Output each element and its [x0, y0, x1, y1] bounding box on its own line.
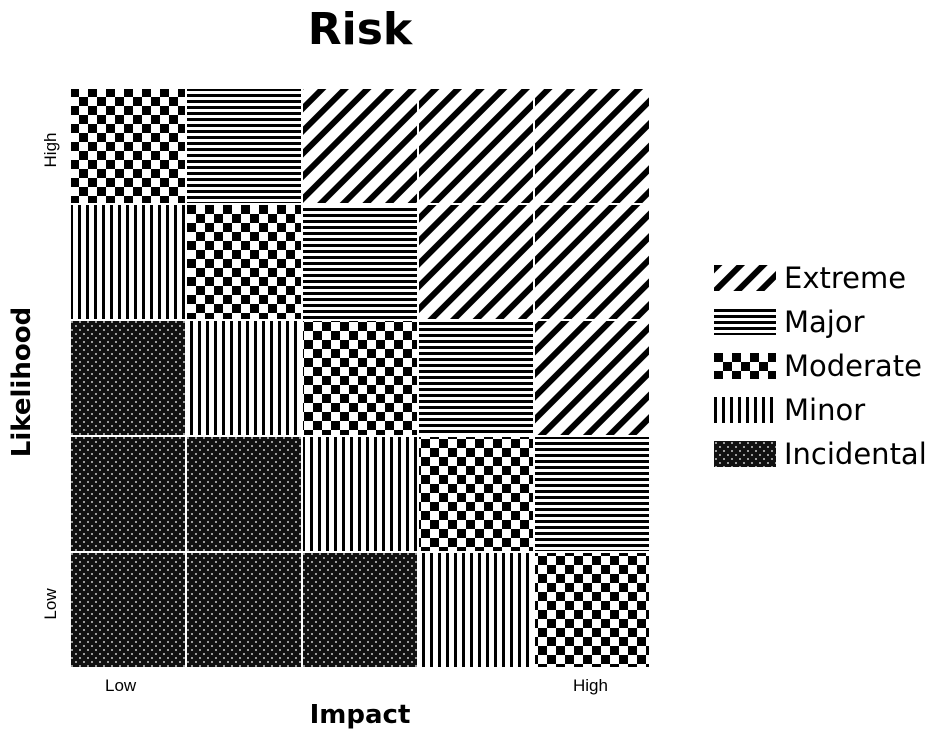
legend-swatch-moderate	[714, 353, 776, 379]
legend-label-incidental: Incidental	[784, 437, 927, 471]
y-axis-high-label: High	[41, 132, 60, 168]
legend-label-major: Major	[784, 305, 865, 339]
matrix-cell-incidental	[187, 553, 301, 667]
chart-title: Risk	[307, 4, 413, 55]
matrix-cell-extreme	[535, 205, 649, 319]
legend-item-minor: Minor	[714, 388, 927, 432]
matrix-cell-minor	[187, 321, 301, 435]
matrix-cell-extreme	[303, 89, 417, 203]
matrix-cell-extreme	[535, 89, 649, 203]
matrix-cell-extreme	[419, 205, 533, 319]
matrix-cell-incidental	[187, 437, 301, 551]
legend-label-moderate: Moderate	[784, 349, 922, 383]
y-axis-label: Likelihood	[7, 306, 37, 458]
x-axis-high-label: High	[573, 676, 608, 695]
matrix-cell-moderate	[187, 205, 301, 319]
x-axis-label: Impact	[309, 700, 411, 730]
matrix-cell-moderate	[71, 89, 185, 203]
legend-swatch-extreme	[714, 265, 776, 291]
legend-item-incidental: Incidental	[714, 432, 927, 476]
legend-label-extreme: Extreme	[784, 261, 907, 295]
legend-swatch-minor	[714, 397, 776, 423]
y-axis-low-label: Low	[41, 588, 60, 620]
matrix-cell-moderate	[535, 553, 649, 667]
matrix-cell-minor	[303, 437, 417, 551]
matrix-cell-extreme	[535, 321, 649, 435]
matrix-cell-major	[535, 437, 649, 551]
legend-item-major: Major	[714, 300, 927, 344]
legend: Extreme Major Moderate Minor Incidental	[714, 256, 927, 476]
matrix-cell-moderate	[419, 437, 533, 551]
legend-item-extreme: Extreme	[714, 256, 927, 300]
matrix-cell-incidental	[71, 321, 185, 435]
legend-item-moderate: Moderate	[714, 344, 927, 388]
legend-label-minor: Minor	[784, 393, 866, 427]
matrix-cell-major	[187, 89, 301, 203]
matrix-cell-minor	[419, 553, 533, 667]
matrix-cell-minor	[71, 205, 185, 319]
matrix-cell-major	[419, 321, 533, 435]
x-axis-low-label: Low	[105, 676, 137, 695]
legend-swatch-major	[714, 309, 776, 335]
legend-swatch-incidental	[714, 441, 776, 467]
matrix-cell-moderate	[303, 321, 417, 435]
matrix-cell-incidental	[71, 553, 185, 667]
matrix-cell-incidental	[303, 553, 417, 667]
risk-matrix-grid	[71, 89, 649, 667]
matrix-cell-incidental	[71, 437, 185, 551]
matrix-cell-major	[303, 205, 417, 319]
matrix-cell-extreme	[419, 89, 533, 203]
